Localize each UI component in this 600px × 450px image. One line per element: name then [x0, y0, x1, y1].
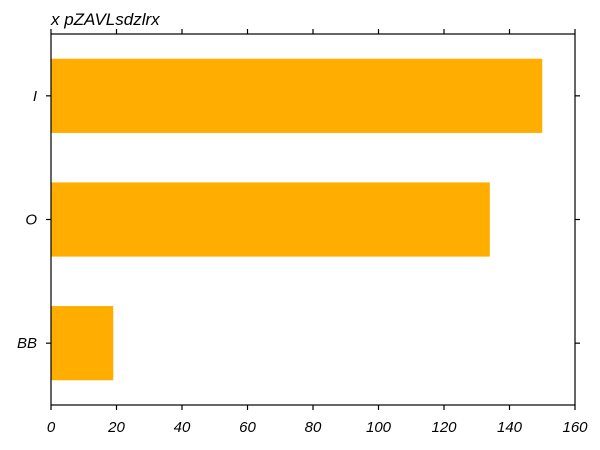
- x-tick-label-40: 40: [174, 419, 191, 436]
- x-ticks-group: 0 20 40 60 80 100 120 140 160: [47, 29, 588, 436]
- x-tick-label-0: 0: [47, 419, 56, 436]
- category-label-i: I: [33, 88, 37, 105]
- x-tick-label-120: 120: [431, 419, 457, 436]
- category-label-o: O: [25, 212, 37, 229]
- category-label-bb: BB: [17, 335, 37, 352]
- bar-bb: [51, 306, 114, 381]
- chart-title: x pZAVLsdzlrx: [50, 10, 160, 29]
- bars-group: [51, 58, 543, 381]
- x-tick-label-100: 100: [366, 419, 392, 436]
- y-ticks-group: I O BB: [17, 88, 580, 352]
- x-tick-label-160: 160: [562, 419, 588, 436]
- x-tick-label-140: 140: [497, 419, 523, 436]
- x-tick-label-20: 20: [107, 419, 125, 436]
- bar-o: [51, 182, 490, 257]
- plot-frame: [50, 33, 576, 406]
- x-tick-label-80: 80: [305, 419, 322, 436]
- x-tick-label-60: 60: [239, 419, 256, 436]
- bar-i: [51, 58, 543, 133]
